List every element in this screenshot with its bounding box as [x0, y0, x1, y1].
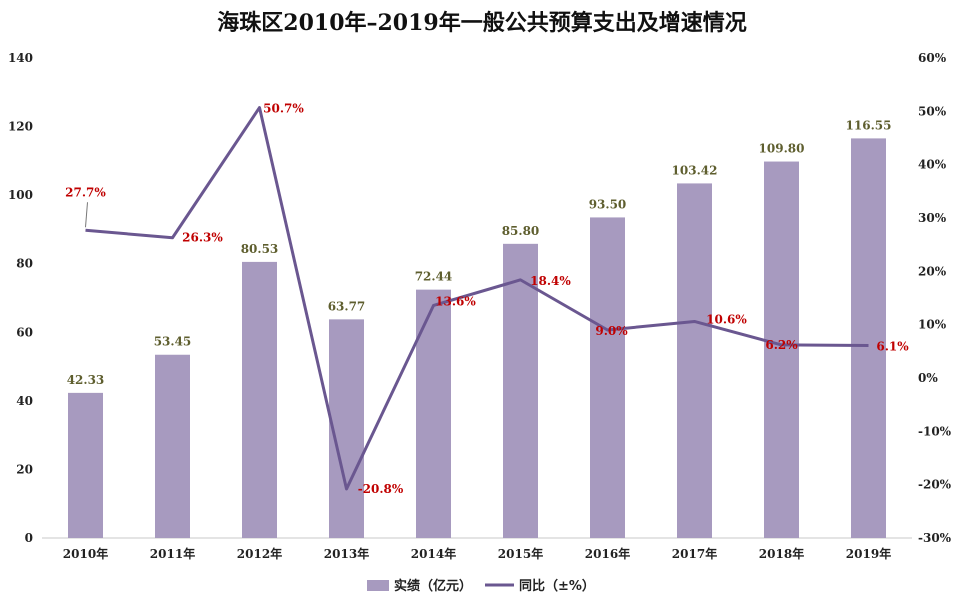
bar-value-label: 85.80 — [502, 224, 540, 238]
bar — [155, 354, 190, 538]
x-axis: 2010年 2011年 2012年 2013年 2014年 2015年 2016年 2017年… — [63, 546, 891, 561]
right-tick-label: 60% — [918, 51, 947, 65]
line-value-label: -20.8% — [358, 482, 404, 496]
bar — [677, 183, 712, 538]
bar-value-label: 72.44 — [415, 270, 453, 284]
bar-value-label: 63.77 — [328, 299, 366, 313]
left-tick-label: 40 — [16, 394, 33, 408]
right-tick-label: 40% — [918, 158, 947, 172]
line-value-label: 27.7% — [65, 185, 106, 199]
right-tick-label: 50% — [918, 104, 947, 118]
right-tick-label: -10% — [918, 424, 952, 438]
left-tick-label: 20 — [16, 462, 33, 476]
x-tick-label: 2012年 — [237, 546, 282, 561]
x-tick-label: 2013年 — [324, 546, 369, 561]
line-value-label: 6.1% — [876, 339, 909, 353]
bar — [851, 138, 886, 538]
right-tick-label: 10% — [918, 318, 947, 332]
right-tick-label: -20% — [918, 478, 952, 492]
legend-label-line: 同比（±%） — [519, 578, 595, 594]
bar-value-label: 93.50 — [589, 197, 627, 211]
right-axis: -30% -20% -10% 0% 10% 20% 30% 40% 50% 60% — [918, 51, 952, 545]
line-value-label: 50.7% — [263, 102, 304, 116]
right-tick-label: -30% — [918, 531, 952, 545]
bar — [764, 161, 799, 539]
x-tick-label: 2010年 — [63, 546, 108, 561]
left-tick-label: 140 — [8, 51, 33, 65]
x-tick-label: 2014年 — [411, 546, 456, 561]
right-tick-label: 0% — [918, 371, 938, 385]
x-tick-label: 2017年 — [672, 546, 717, 561]
right-tick-label: 30% — [918, 211, 947, 225]
line-value-label: 26.3% — [182, 231, 223, 245]
bar — [503, 243, 538, 539]
chart-title: 海珠区2010年–2019年一般公共预算支出及增速情况 — [217, 10, 746, 36]
x-tick-label: 2019年 — [846, 546, 891, 561]
left-tick-label: 0 — [25, 531, 33, 545]
left-tick-label: 100 — [8, 188, 33, 202]
x-tick-label: 2011年 — [150, 546, 195, 561]
line-value-label: 10.6% — [706, 312, 747, 326]
x-tick-label: 2016年 — [585, 546, 630, 561]
bar-value-label: 42.33 — [67, 373, 105, 387]
line-data-labels: 27.7% 26.3% 50.7% -20.8% 13.6% 18.4% 9.0% 10.6%… — [65, 102, 909, 496]
bar-data-labels: 42.33 53.45 80.53 63.77 72.44 85.80 93.50 103.4… — [67, 118, 892, 386]
growth-line — [85, 106, 869, 491]
left-axis: 0 20 40 60 80 100 120 140 — [8, 51, 33, 545]
bar-value-label: 80.53 — [241, 242, 279, 256]
bar — [416, 289, 451, 538]
x-tick-label: 2018年 — [759, 546, 804, 561]
bar — [242, 261, 277, 538]
line-value-label: 18.4% — [530, 274, 571, 288]
bar-value-label: 116.55 — [846, 118, 892, 132]
bar — [68, 392, 103, 538]
bar-value-label: 53.45 — [154, 335, 192, 349]
legend-swatch-bar — [367, 580, 389, 591]
line-value-label: 13.6% — [435, 294, 476, 308]
left-tick-label: 60 — [16, 325, 33, 339]
left-tick-label: 120 — [8, 120, 33, 134]
bar — [329, 319, 364, 538]
bar-series — [68, 138, 886, 539]
label-leader-line — [85, 202, 88, 228]
line-value-label: 6.2% — [765, 338, 798, 352]
bar — [590, 217, 625, 538]
line-series — [85, 106, 869, 491]
bar-value-label: 109.80 — [759, 142, 805, 156]
bar-value-label: 103.42 — [672, 163, 718, 177]
x-tick-label: 2015年 — [498, 546, 543, 561]
legend-label-bar: 实绩（亿元） — [394, 578, 472, 594]
right-tick-label: 20% — [918, 264, 947, 278]
line-value-label: 9.0% — [595, 324, 628, 338]
left-tick-label: 80 — [16, 257, 33, 271]
legend: 实绩（亿元） 同比（±%） — [367, 578, 595, 594]
